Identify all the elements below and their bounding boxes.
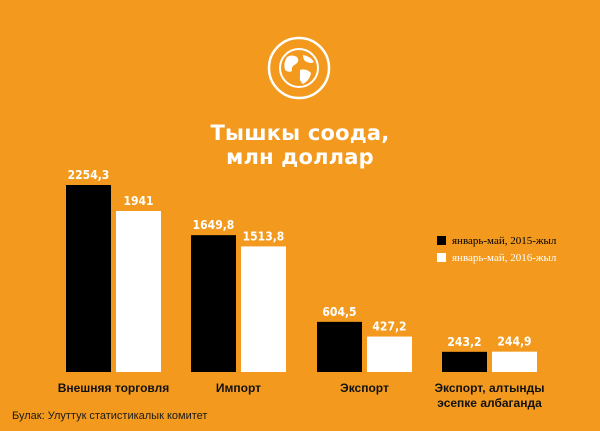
category-label-1: Импорт bbox=[169, 381, 309, 396]
bar-2016-3 bbox=[492, 351, 537, 372]
bar-2016-2 bbox=[367, 336, 412, 372]
category-label-0: Внешняя торговля bbox=[44, 381, 184, 396]
legend-label-2015: январь-май, 2015-жыл bbox=[452, 234, 557, 247]
value-label-2015-3: 243,2 bbox=[447, 335, 481, 349]
bar-2015-2 bbox=[317, 321, 362, 372]
category-label-2: Экспорт bbox=[295, 381, 435, 396]
chart-title-line1: Тышкы соода, bbox=[210, 121, 390, 145]
category-label-3: Экспорт, алтынды эсепке албаганда bbox=[420, 381, 560, 411]
legend-swatch-2016 bbox=[437, 253, 446, 262]
category-label-3-line-1: эсепке албаганда bbox=[437, 396, 542, 410]
bar-2015-0 bbox=[66, 185, 111, 372]
value-label-2016-0: 1941 bbox=[123, 194, 153, 208]
value-label-2016-1: 1513,8 bbox=[243, 229, 285, 243]
value-label-2015-1: 1649,8 bbox=[193, 218, 235, 232]
source-note: Булак: Улуттук статистикалык комитет bbox=[12, 410, 208, 422]
legend-label-2016: январь-май, 2016-жыл bbox=[452, 251, 557, 264]
bar-2015-1 bbox=[191, 235, 236, 372]
chart-legend: январь-май, 2015-жыл январь-май, 2016-жы… bbox=[437, 232, 556, 266]
bar-2015-3 bbox=[442, 351, 487, 372]
category-label-0-line-0: Внешняя торговля bbox=[57, 381, 170, 395]
chart-title: Тышкы соода, млн доллар bbox=[0, 121, 600, 169]
category-label-1-line-0: Импорт bbox=[215, 381, 262, 395]
legend-item-2016: январь-май, 2016-жыл bbox=[437, 249, 556, 266]
value-label-2016-2: 427,2 bbox=[372, 320, 406, 334]
value-label-2016-3: 244,9 bbox=[497, 335, 531, 349]
bar-2016-1 bbox=[241, 246, 286, 372]
legend-item-2015: январь-май, 2015-жыл bbox=[437, 232, 556, 249]
category-label-2-line-0: Экспорт bbox=[340, 381, 389, 395]
globe-icon bbox=[267, 36, 331, 100]
category-label-3-line-0: Экспорт, алтынды bbox=[434, 381, 545, 395]
value-label-2015-2: 604,5 bbox=[322, 305, 356, 319]
legend-swatch-2015 bbox=[437, 236, 446, 245]
chart-title-line2: млн доллар bbox=[226, 145, 374, 169]
value-label-2015-0: 2254,3 bbox=[68, 168, 110, 182]
bar-2016-0 bbox=[116, 210, 161, 372]
